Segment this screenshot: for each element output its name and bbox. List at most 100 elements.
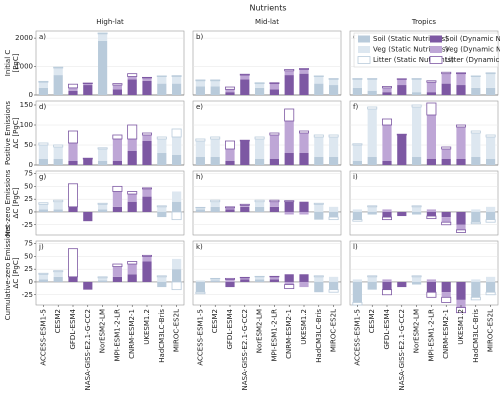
bar-segment bbox=[225, 149, 235, 161]
panel-label: k) bbox=[196, 243, 203, 251]
bar-segment bbox=[269, 132, 280, 136]
bar-segment bbox=[471, 157, 481, 165]
bar-segment bbox=[313, 134, 324, 138]
bar-segment bbox=[284, 108, 295, 122]
bar-segment bbox=[471, 87, 481, 95]
bar-segment bbox=[382, 211, 392, 218]
x-tick-label: MIROC-ES2L bbox=[487, 309, 495, 352]
bar-segment bbox=[397, 135, 407, 165]
bar-segment bbox=[412, 107, 422, 157]
bar-segment bbox=[38, 274, 48, 280]
bar-segment bbox=[299, 274, 309, 282]
bar-segment bbox=[254, 199, 265, 203]
bar-segment bbox=[98, 161, 108, 165]
bar-segment bbox=[269, 135, 279, 159]
bar-segment bbox=[471, 211, 481, 223]
bar-segment bbox=[142, 188, 152, 197]
bar-segment bbox=[269, 206, 279, 212]
y-tick-label: 75 bbox=[24, 240, 33, 248]
bar-segment bbox=[38, 142, 49, 146]
bar-segment bbox=[299, 69, 309, 74]
bar-segment bbox=[441, 221, 452, 226]
bar-segment bbox=[367, 106, 378, 110]
bar-segment bbox=[171, 128, 182, 138]
bar-segment bbox=[157, 83, 167, 95]
bar-segment bbox=[171, 281, 182, 291]
y-axis-label: Initial C bbox=[4, 50, 12, 77]
bar-segment bbox=[255, 201, 265, 207]
bar-segment bbox=[239, 203, 250, 206]
panel-label: g) bbox=[39, 173, 46, 181]
bar-segment bbox=[38, 82, 48, 88]
bar-segment bbox=[382, 86, 392, 89]
bar-segment bbox=[239, 139, 250, 142]
x-tick-label: MIROC-ES2L bbox=[173, 309, 181, 352]
bar-segment bbox=[38, 279, 48, 282]
bar-segment bbox=[412, 276, 422, 282]
bar-segment bbox=[367, 206, 377, 212]
bar-segment bbox=[38, 145, 48, 159]
bar-segment bbox=[367, 109, 377, 157]
bar-segment bbox=[284, 281, 294, 285]
bar-segment bbox=[254, 275, 265, 278]
bar-segment bbox=[486, 206, 496, 212]
bar-segment bbox=[127, 201, 137, 212]
y-tick-label: 2000 bbox=[15, 34, 33, 42]
bar-segment bbox=[240, 141, 250, 165]
bar-segment bbox=[195, 138, 206, 142]
bar-segment bbox=[82, 157, 93, 160]
bar-segment bbox=[127, 264, 137, 275]
bar-segment bbox=[156, 275, 167, 278]
bar-segment bbox=[171, 75, 182, 77]
bar-segment bbox=[53, 66, 64, 69]
bar-segment bbox=[195, 79, 206, 82]
bar-segment bbox=[485, 219, 496, 223]
bar-segment bbox=[225, 92, 235, 95]
y-axis-label: ΔC [PgC] bbox=[12, 187, 20, 218]
bar-segment bbox=[486, 73, 496, 88]
x-tick-label: NorESM2-LM bbox=[256, 309, 264, 353]
bar-segment bbox=[352, 211, 362, 220]
bar-segment bbox=[240, 75, 250, 80]
bar-segment bbox=[68, 130, 78, 144]
bar-segment bbox=[97, 147, 108, 150]
bar-segment bbox=[352, 279, 362, 282]
bar-segment bbox=[112, 89, 122, 95]
panel-frame bbox=[192, 240, 342, 306]
bar-segment bbox=[314, 76, 324, 84]
bar-segment bbox=[470, 130, 481, 134]
bar-segment bbox=[314, 157, 324, 165]
bar-segment bbox=[112, 83, 123, 86]
bar-segment bbox=[382, 289, 392, 296]
bar-segment bbox=[68, 83, 78, 89]
y-tick-label: 100 bbox=[20, 121, 33, 129]
bar-segment bbox=[156, 75, 167, 77]
bar-segment bbox=[299, 281, 309, 288]
x-tick-label: UKESM1.2 bbox=[143, 309, 151, 345]
bar-segment bbox=[471, 76, 481, 88]
bar-segment bbox=[412, 79, 422, 93]
bar-segment bbox=[255, 139, 265, 159]
legend-swatch bbox=[430, 46, 442, 53]
bar-segment bbox=[157, 153, 167, 165]
bar-segment bbox=[382, 118, 392, 126]
bar-segment bbox=[412, 206, 422, 212]
bar-segment bbox=[352, 281, 362, 303]
bar-segment bbox=[412, 157, 422, 165]
bar-segment bbox=[456, 72, 466, 75]
bar-segment bbox=[352, 161, 362, 165]
bar-segment bbox=[53, 270, 64, 273]
bar-segment bbox=[172, 201, 182, 212]
y-tick-label: 0 bbox=[29, 161, 33, 169]
bar-segment bbox=[156, 205, 167, 208]
y-tick-label: 0 bbox=[29, 278, 33, 286]
bar-segment bbox=[329, 79, 339, 86]
bar-segment bbox=[485, 72, 496, 75]
bar-segment bbox=[38, 87, 48, 95]
bar-segment bbox=[284, 121, 294, 153]
bar-segment bbox=[486, 159, 496, 165]
bar-segment bbox=[412, 281, 422, 285]
bar-segment bbox=[255, 87, 265, 95]
bar-segment bbox=[486, 281, 496, 293]
y-axis-label: [PgC] bbox=[12, 53, 20, 72]
